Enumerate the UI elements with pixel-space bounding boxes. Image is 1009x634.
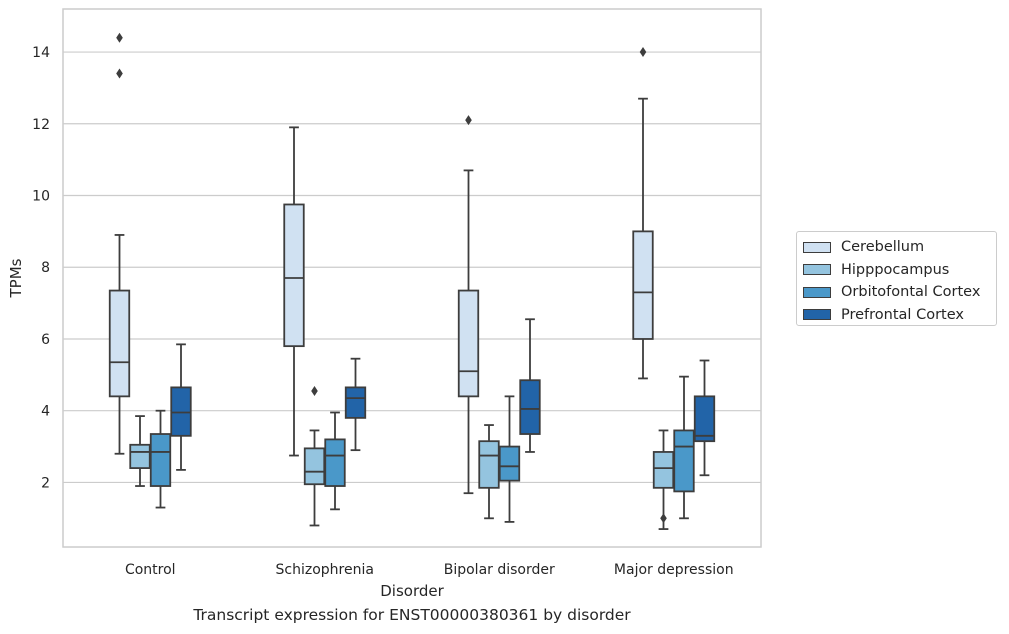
legend-label: Cerebellum (841, 239, 925, 256)
box-hipppocampus (652, 429, 675, 530)
box-orbitofontal-cortex (498, 395, 521, 523)
outlier-point (116, 32, 123, 43)
box-iqr (498, 445, 521, 482)
legend: Cerebellum Hipppocampus Orbitofontal Corte… (796, 231, 997, 326)
y-tick-label: 12 (32, 117, 50, 133)
x-tick-label: Control (125, 562, 176, 578)
box-iqr (652, 451, 675, 489)
box-orbitofontal-cortex (673, 375, 695, 520)
box-hipppocampus (129, 415, 151, 487)
y-tick-label: 6 (41, 332, 50, 348)
box-iqr (632, 230, 654, 340)
box-prefrontal-cortex (170, 343, 192, 471)
x-tick-label: Bipolar disorder (444, 562, 555, 578)
box-prefrontal-cortex (344, 357, 367, 452)
legend-swatch (803, 264, 831, 276)
y-tick-label: 4 (41, 404, 50, 420)
legend-label: Hipppocampus (841, 261, 950, 278)
box-iqr (108, 289, 131, 398)
y-tick-label: 2 (41, 475, 50, 491)
legend-swatch (803, 241, 831, 253)
legend-label: Prefrontal Cortex (841, 306, 964, 323)
legend-label: Orbitofontal Cortex (841, 284, 981, 301)
outlier-point (465, 115, 472, 126)
legend-item: Orbitofontal Cortex (803, 281, 996, 304)
box-iqr (693, 395, 716, 443)
box-iqr (457, 289, 480, 398)
box-iqr (129, 443, 151, 469)
box-iqr (673, 429, 695, 493)
box-orbitofontal-cortex (149, 409, 172, 509)
box-cerebellum (283, 126, 305, 457)
y-tick-label: 8 (41, 260, 50, 276)
outlier-point (311, 385, 318, 396)
box-hipppocampus (478, 424, 500, 520)
box-cerebellum (632, 47, 654, 380)
y-tick-label: 10 (32, 189, 50, 205)
outlier-point (116, 68, 123, 79)
x-tick-label: Schizophrenia (276, 562, 374, 578)
box-iqr (324, 438, 346, 487)
y-axis-label: TPMs (7, 258, 25, 298)
box-hipppocampus (303, 385, 326, 527)
box-cerebellum (457, 115, 480, 495)
plot-frame (62, 8, 762, 548)
outlier-point (639, 47, 647, 58)
box-series (108, 32, 716, 530)
box-iqr (519, 379, 541, 435)
legend-item: Cerebellum (803, 236, 996, 259)
outlier-point (660, 513, 667, 524)
box-prefrontal-cortex (693, 359, 716, 477)
box-iqr (283, 203, 305, 348)
x-tick-label: Major depression (614, 562, 734, 578)
legend-swatch (803, 286, 831, 298)
box-iqr (149, 433, 172, 487)
box-orbitofontal-cortex (324, 411, 346, 511)
x-axis-label: Disorder (380, 582, 444, 600)
box-iqr (344, 386, 367, 419)
legend-swatch (803, 309, 831, 321)
chart-caption: Transcript expression for ENST0000038036… (193, 606, 631, 624)
gridlines (63, 51, 761, 484)
x-tick-labels: Control Schizophrenia Bipolar disorder Majo… (125, 562, 734, 578)
legend-item: Hipppocampus (803, 259, 996, 282)
box-iqr (303, 447, 326, 486)
y-tick-labels: 2 4 6 8 10 12 14 (32, 45, 50, 491)
box-prefrontal-cortex (519, 318, 541, 453)
box-cerebellum (108, 32, 131, 455)
legend-item: Prefrontal Cortex (803, 304, 996, 327)
box-iqr (478, 440, 500, 489)
y-tick-label: 14 (32, 45, 50, 61)
